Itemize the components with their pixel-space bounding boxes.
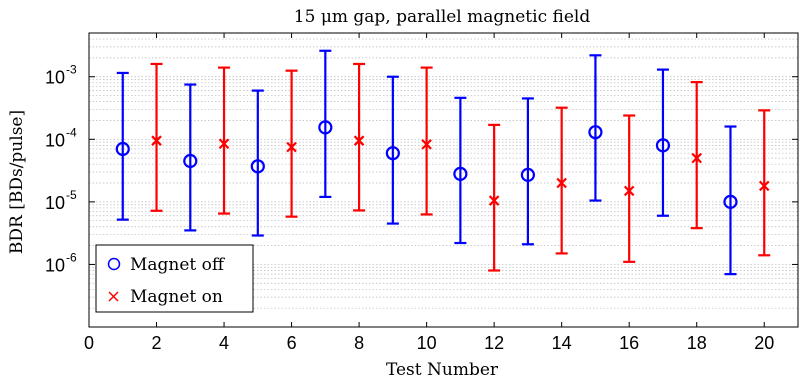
x-tick-label: 0: [84, 333, 94, 353]
legend-label-magnet-off: Magnet off: [130, 255, 226, 275]
x-tick-label: 8: [354, 333, 364, 353]
data-point: [453, 166, 468, 181]
series-magnet-off: [115, 49, 738, 276]
data-point: [151, 135, 162, 146]
data-point: [286, 141, 297, 153]
data-point: [588, 125, 603, 140]
data-point-stroke: [421, 139, 432, 150]
legend-marker-magnet-on: [108, 291, 119, 302]
data-point-stroke: [353, 135, 365, 146]
x-tick-label: 14: [552, 333, 572, 353]
x-tick-label: 12: [484, 333, 504, 353]
data-point-stroke: [151, 135, 162, 146]
y-tick-label: 10: [45, 130, 65, 150]
data-point-stroke: [623, 185, 635, 197]
data-point: [758, 180, 770, 192]
data-point: [218, 138, 230, 149]
data-point-stroke: [488, 195, 500, 206]
data-point: [520, 167, 536, 182]
data-point: [723, 194, 738, 209]
chart-title: 15 μm gap, parallel magnetic field: [294, 7, 591, 27]
legend: Magnet off Magnet on: [95, 244, 254, 313]
y-tick-label: 10: [45, 68, 65, 88]
data-point: [318, 120, 333, 135]
data-point: [691, 152, 702, 164]
data-point-stroke: [286, 141, 297, 153]
y-axis-label: BDR [BDs/pulse]: [7, 110, 27, 254]
legend-label-magnet-on: Magnet on: [130, 287, 223, 307]
data-point: [183, 153, 198, 169]
data-point: [556, 177, 567, 189]
x-tick-label: 18: [687, 333, 707, 353]
data-point-stroke: [758, 180, 770, 192]
y-tick-exponent: -4: [66, 125, 77, 139]
x-axis-label: Test Number: [386, 360, 499, 380]
x-tick-label: 20: [754, 333, 774, 353]
data-point: [655, 138, 671, 153]
x-tick-label: 2: [152, 333, 162, 353]
x-tick-label: 10: [417, 333, 437, 353]
data-point: [115, 141, 130, 157]
data-point: [353, 135, 365, 146]
y-tick-exponent: -5: [66, 188, 77, 202]
y-tick-exponent: -6: [66, 250, 77, 264]
data-point: [623, 185, 635, 197]
data-point-stroke: [556, 177, 567, 189]
x-tick-label: 4: [219, 333, 229, 353]
legend-marker-magnet-off: [107, 257, 121, 271]
data-point-stroke: [691, 152, 702, 164]
y-tick-label: 10: [45, 255, 65, 275]
data-point: [421, 139, 432, 150]
legend-box: [95, 244, 254, 313]
y-tick-label: 10: [45, 193, 65, 213]
x-tick-label: 6: [287, 333, 297, 353]
plot-area: [88, 32, 799, 328]
data-point: [488, 195, 500, 206]
series-magnet-on: [150, 62, 771, 272]
x-tick-label: 16: [619, 333, 639, 353]
data-point-stroke: [218, 138, 230, 149]
data-point: [385, 146, 400, 161]
y-tick-exponent: -3: [66, 63, 77, 77]
data-series: [115, 49, 771, 276]
data-point: [250, 159, 265, 174]
